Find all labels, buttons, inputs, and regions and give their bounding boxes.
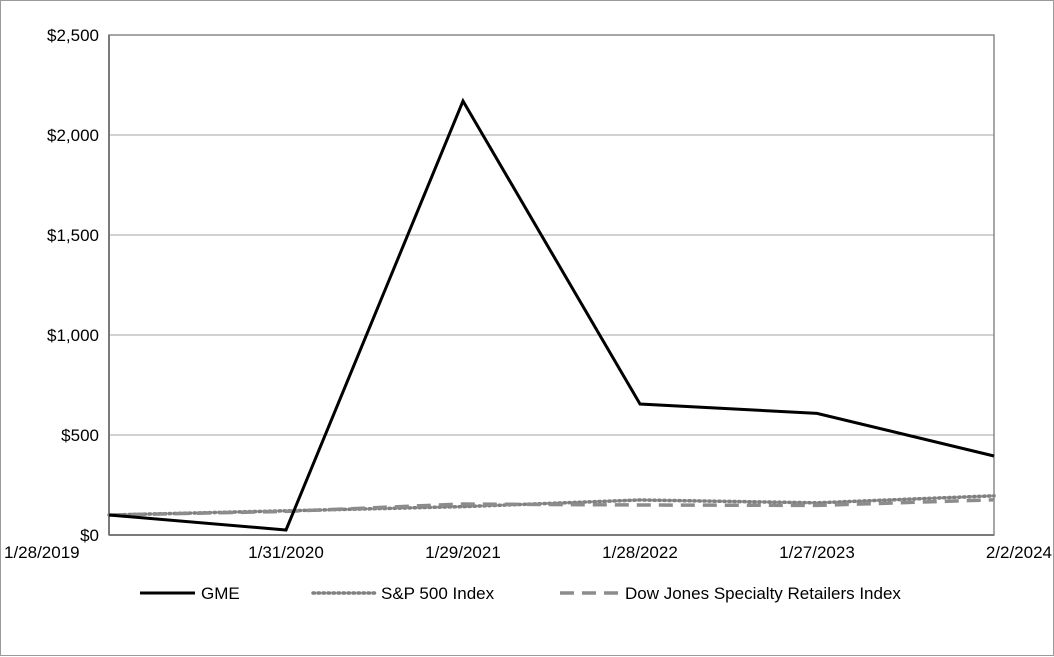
y-tick-label: $500 [61, 426, 99, 445]
x-tick-label: 2/2/2024 [986, 543, 1052, 562]
legend-label-1: S&P 500 Index [381, 584, 495, 603]
legend-label-2: Dow Jones Specialty Retailers Index [625, 584, 901, 603]
grid-lines [109, 34, 994, 536]
series-lines [107, 97, 996, 532]
x-tick-label: 1/28/2019 [4, 543, 80, 562]
x-tick-label: 1/28/2022 [602, 543, 678, 562]
legend-label-0: GME [201, 584, 240, 603]
x-tick-label: 1/31/2020 [248, 543, 324, 562]
y-tick-label: $0 [80, 526, 99, 545]
y-tick-label: $2,500 [47, 26, 99, 45]
x-tick-label: 1/29/2021 [425, 543, 501, 562]
series-line-0 [108, 97, 995, 532]
series-line-2 [108, 498, 995, 517]
axes [108, 34, 995, 536]
legend: GME S&P 500 Index Dow Jones Specialty Reta… [140, 584, 901, 603]
x-axis-ticks: 1/28/2019 1/31/2020 1/29/2021 1/28/2022 1/27… [4, 543, 1052, 562]
y-tick-label: $1,500 [47, 226, 99, 245]
x-tick-label: 1/27/2023 [779, 543, 855, 562]
plot-area-border [108, 34, 995, 536]
y-tick-label: $1,000 [47, 326, 99, 345]
y-tick-label: $2,000 [47, 126, 99, 145]
y-axis-ticks: $0 $500 $1,000 $1,500 $2,000 $2,500 [47, 26, 99, 545]
